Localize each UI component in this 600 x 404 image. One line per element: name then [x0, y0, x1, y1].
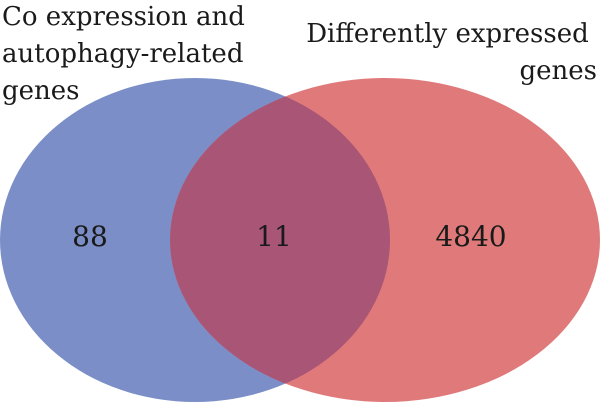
set-b-only-count: 4840 — [435, 220, 506, 253]
set-b-label: Differently expressed genes — [306, 19, 597, 86]
intersection-count: 11 — [256, 220, 292, 253]
set-a-label: Co expression and autophagy-related gene… — [2, 2, 253, 106]
set-b-label-line: Differently expressed — [306, 19, 589, 49]
set-a-label-line: Co expression and — [2, 2, 245, 32]
set-a-only-count: 88 — [72, 220, 108, 253]
set-a-label-line: autophagy-related — [2, 39, 243, 69]
intersection-region — [170, 78, 390, 402]
set-a-label-line: genes — [2, 76, 80, 106]
set-b-label-line: genes — [519, 56, 597, 86]
